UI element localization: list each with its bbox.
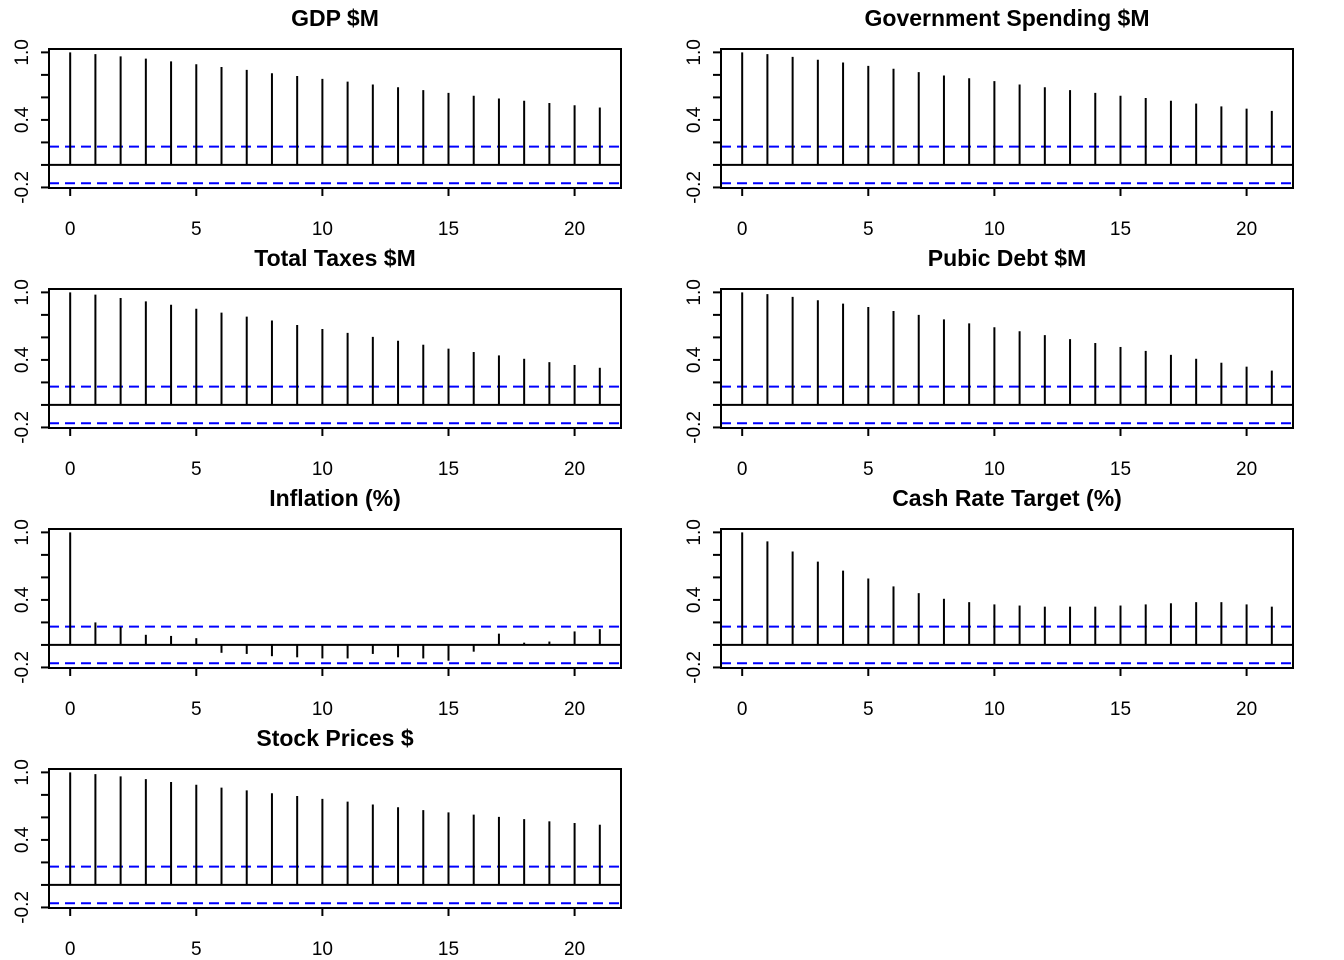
acf-panel-6: Cash Rate Target (%) 0 5 10 15 20 -0.2 0.4 1.0 bbox=[684, 485, 1294, 720]
y-tick-label: -0.2 bbox=[12, 171, 33, 204]
y-tick-label: 0.4 bbox=[12, 586, 33, 613]
x-tick-label: 10 bbox=[984, 219, 1005, 240]
x-tick-label: 10 bbox=[312, 219, 333, 240]
x-tick-label: 5 bbox=[191, 699, 202, 720]
x-tick-label: 10 bbox=[984, 459, 1005, 480]
x-tick-label: 0 bbox=[65, 219, 76, 240]
x-tick-label: 0 bbox=[65, 699, 76, 720]
x-tick-label: 10 bbox=[312, 459, 333, 480]
y-tick-label: 0.4 bbox=[12, 106, 33, 133]
plot-frame bbox=[48, 528, 622, 669]
y-tick-label: 1.0 bbox=[12, 39, 33, 65]
y-tick-label: 1.0 bbox=[684, 279, 705, 305]
x-tick-label: 15 bbox=[1110, 699, 1131, 720]
acf-panel-5: Inflation (%) 0 5 10 15 20 -0.2 0.4 1.0 bbox=[12, 485, 622, 720]
x-tick-label: 10 bbox=[312, 699, 333, 720]
y-tick-label: 1.0 bbox=[12, 759, 33, 785]
x-tick-label: 0 bbox=[737, 219, 748, 240]
panel-title: Total Taxes $M bbox=[254, 245, 415, 271]
x-tick-label: 20 bbox=[564, 699, 585, 720]
x-tick-label: 15 bbox=[1110, 459, 1131, 480]
plot-frame bbox=[48, 288, 622, 429]
x-tick-label: 15 bbox=[438, 939, 459, 960]
acf-panel-3: Total Taxes $M 0 5 10 15 20 -0.2 0.4 1.0 bbox=[12, 245, 622, 480]
y-tick-label: 0.4 bbox=[12, 826, 33, 853]
x-tick-label: 15 bbox=[438, 459, 459, 480]
x-tick-label: 20 bbox=[564, 939, 585, 960]
y-tick-label: 0.4 bbox=[684, 346, 705, 373]
y-tick-label: 0.4 bbox=[684, 586, 705, 613]
panel-title: Government Spending $M bbox=[865, 5, 1150, 31]
x-tick-label: 0 bbox=[65, 459, 76, 480]
plot-frame bbox=[720, 288, 1294, 429]
panel-title: Inflation (%) bbox=[269, 485, 401, 511]
panel-title: Pubic Debt $M bbox=[928, 245, 1086, 271]
y-tick-label: -0.2 bbox=[684, 171, 705, 204]
x-tick-label: 5 bbox=[863, 699, 874, 720]
x-tick-label: 15 bbox=[438, 219, 459, 240]
x-tick-label: 20 bbox=[564, 459, 585, 480]
y-tick-label: 1.0 bbox=[684, 39, 705, 65]
y-tick-label: 1.0 bbox=[12, 279, 33, 305]
y-tick-label: -0.2 bbox=[12, 411, 33, 444]
x-tick-label: 20 bbox=[1236, 699, 1257, 720]
y-tick-label: -0.2 bbox=[12, 891, 33, 924]
y-tick-label: 0.4 bbox=[12, 346, 33, 373]
plot-frame bbox=[720, 48, 1294, 189]
x-tick-label: 20 bbox=[1236, 459, 1257, 480]
plot-frame bbox=[720, 528, 1294, 669]
panel-title: GDP $M bbox=[291, 5, 379, 31]
x-tick-label: 10 bbox=[984, 699, 1005, 720]
x-tick-label: 5 bbox=[191, 939, 202, 960]
x-tick-label: 0 bbox=[65, 939, 76, 960]
panel-title: Cash Rate Target (%) bbox=[892, 485, 1122, 511]
acf-panel-2: Government Spending $M 0 5 10 15 20 -0.2 0.4 1.0 bbox=[684, 5, 1294, 240]
x-tick-label: 15 bbox=[1110, 219, 1131, 240]
acf-panel-1: GDP $M 0 5 10 15 20 -0.2 0.4 1.0 bbox=[12, 5, 622, 240]
y-tick-label: -0.2 bbox=[684, 411, 705, 444]
plot-frame bbox=[48, 48, 622, 189]
acf-panel-4: Pubic Debt $M 0 5 10 15 20 -0.2 0.4 1.0 bbox=[684, 245, 1294, 480]
x-tick-label: 0 bbox=[737, 699, 748, 720]
plot-frame bbox=[48, 768, 622, 909]
acf-panel-7: Stock Prices $ 0 5 10 15 20 -0.2 0.4 1.0 bbox=[12, 725, 622, 960]
x-tick-label: 5 bbox=[191, 459, 202, 480]
x-tick-label: 5 bbox=[863, 459, 874, 480]
x-tick-label: 10 bbox=[312, 939, 333, 960]
y-tick-label: 0.4 bbox=[684, 106, 705, 133]
x-tick-label: 20 bbox=[1236, 219, 1257, 240]
x-tick-label: 0 bbox=[737, 459, 748, 480]
y-tick-label: 1.0 bbox=[12, 519, 33, 545]
x-tick-label: 5 bbox=[863, 219, 874, 240]
panel-title: Stock Prices $ bbox=[256, 725, 413, 751]
x-tick-label: 5 bbox=[191, 219, 202, 240]
y-tick-label: -0.2 bbox=[684, 651, 705, 684]
x-tick-label: 15 bbox=[438, 699, 459, 720]
y-tick-label: 1.0 bbox=[684, 519, 705, 545]
x-tick-label: 20 bbox=[564, 219, 585, 240]
y-tick-label: -0.2 bbox=[12, 651, 33, 684]
